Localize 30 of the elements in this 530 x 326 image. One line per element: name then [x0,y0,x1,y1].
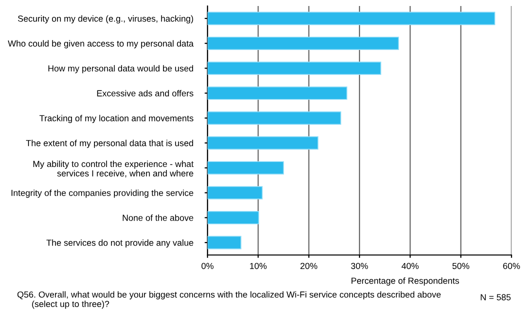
x-axis-title: Percentage of Respondents [352,277,460,286]
bar [208,86,348,100]
y-tick-label: Excessive ads and offers [97,90,194,96]
y-tick-label: Integrity of the companies providing the service [12,190,194,198]
x-tick-label: 0% [202,262,214,270]
text: N = 585 [480,294,511,300]
y-tick-label: The services do not provide any value [46,239,194,248]
bar [208,12,496,26]
y-tick-label: None of the above [122,214,194,221]
bar [208,62,382,75]
y-tick-label: Security on my device (e.g., viruses, hacking) [18,15,194,24]
bar [208,111,342,125]
bar [208,161,284,174]
x-tick-label: 20% [300,262,318,270]
x-tick-label: 30% [351,262,368,270]
y-tick-label: The extent of my personal data that is used [26,140,194,148]
bar [208,236,242,250]
bar [208,36,399,50]
y-tick-label: Who could be given access to my personal data [8,40,194,48]
y-tick-label: How my personal data would be used [48,65,194,74]
bar [208,136,318,150]
x-tick-label: 10% [250,262,267,270]
y-tick-label: My ability to control the experience - what services I receive, when and where [33,160,194,178]
y-tick-label: Tracking of my location and movements [39,114,194,124]
bar [208,211,260,224]
bar [208,186,263,200]
x-tick-label: 50% [452,262,470,270]
x-tick-label: 60% [503,262,520,270]
x-tick-label: 40% [402,262,419,270]
text: Q56. Overall, what would be your biggest concerns with the localized Wi-Fi service concepts described above (select up to three)? [17,291,441,309]
